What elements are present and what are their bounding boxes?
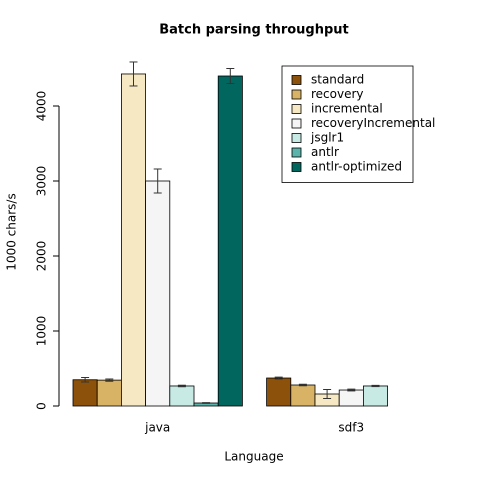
legend-swatch <box>291 162 302 172</box>
bar <box>338 389 364 407</box>
legend-swatch <box>291 89 302 100</box>
bar <box>121 73 147 407</box>
legend-label: standard <box>311 73 364 87</box>
legend-box <box>281 65 414 183</box>
x-tick-label: java <box>144 421 170 435</box>
x-axis-label: Language <box>224 450 283 464</box>
legend-label: jsglr1 <box>310 131 344 145</box>
bar <box>217 75 243 407</box>
bar <box>266 377 292 407</box>
y-tick-label: 0 <box>35 402 49 410</box>
y-tick-label: 4000 <box>35 91 49 122</box>
legend-label: recovery <box>311 87 364 101</box>
bar <box>72 379 98 407</box>
chart-title: Batch parsing throughput <box>159 23 349 38</box>
bar <box>145 180 171 407</box>
legend-label: recoveryIncremental <box>311 116 435 130</box>
legend-swatch <box>291 147 302 158</box>
y-tick-label: 3000 <box>35 166 49 197</box>
bar <box>290 384 316 407</box>
legend-swatch <box>291 75 302 85</box>
legend-swatch <box>291 118 302 129</box>
legend-swatch <box>291 104 302 114</box>
legend-swatch <box>291 133 302 143</box>
y-axis-label: 1000 chars/s <box>5 193 19 270</box>
bar <box>362 385 388 407</box>
legend-label: antlr-optimized <box>311 160 402 174</box>
y-tick-label: 2000 <box>35 241 49 272</box>
bar <box>96 379 122 407</box>
legend-label: antlr <box>311 145 339 159</box>
bar <box>169 385 195 407</box>
y-tick-label: 1000 <box>35 316 49 347</box>
legend-label: incremental <box>311 102 383 116</box>
x-tick-label: sdf3 <box>338 421 364 435</box>
